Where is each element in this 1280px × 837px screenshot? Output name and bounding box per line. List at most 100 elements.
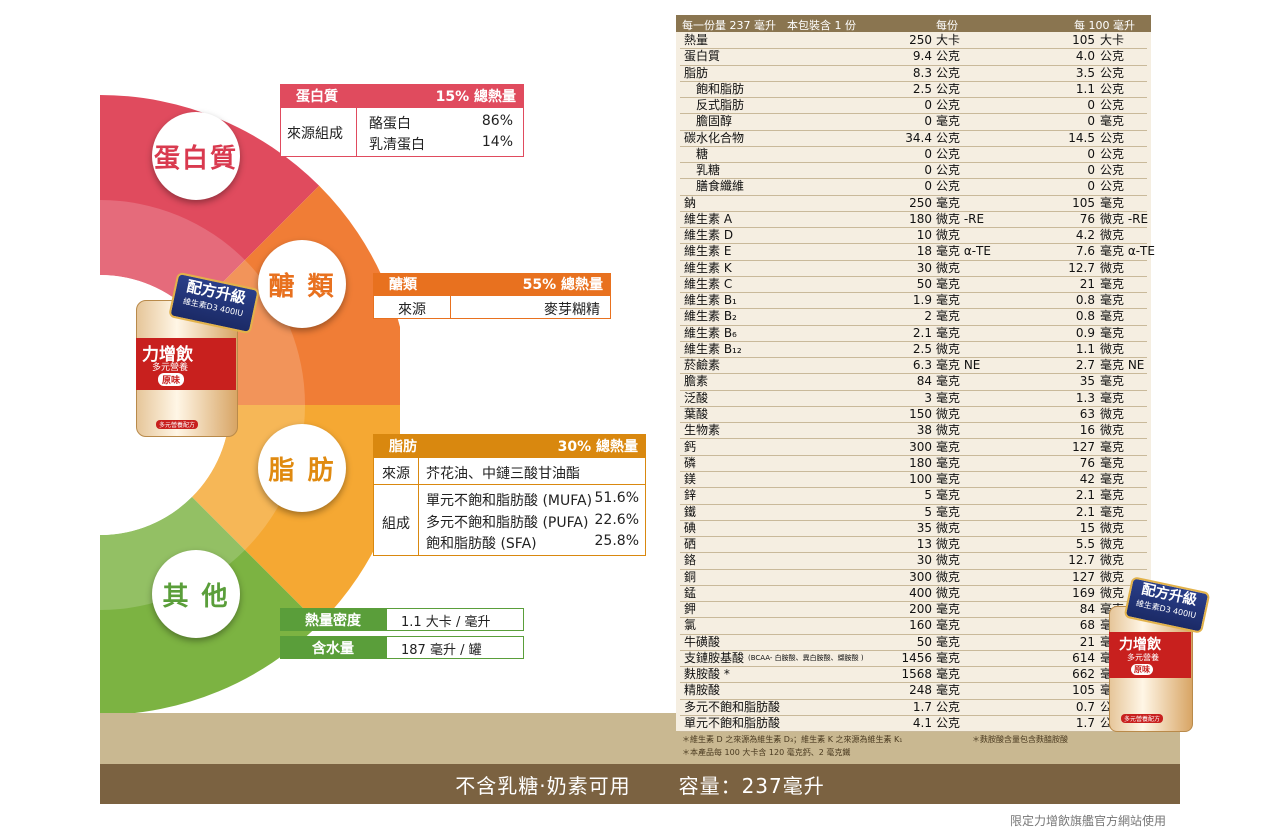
per-serving-value: 50 <box>916 634 932 649</box>
per-serving-value: 400 <box>909 585 932 600</box>
per-100ml-value: 105 <box>1072 683 1095 698</box>
subtitle-label: 多元營養 <box>1127 653 1159 662</box>
per-100ml-unit: 毫克 <box>1100 439 1125 454</box>
per-serving-unit: 大卡 <box>936 33 961 47</box>
per-100ml-value: 5.5 <box>1075 537 1095 552</box>
nutrition-row: 支鏈胺基酸(BCAA- 白胺酸、異白胺酸、纈胺酸 )1456毫克614毫克 <box>680 650 1147 668</box>
per-100ml-value: 0 <box>1087 114 1095 129</box>
per-100ml-value: 1.1 <box>1075 341 1095 356</box>
nutrient-name: 維生素 B₁ <box>684 293 737 308</box>
nutrition-row: 維生素 E 18 毫克 α-TE 7.6 毫克 α-TE <box>680 243 1155 261</box>
carbs-source-label: 來源 <box>398 302 426 318</box>
protein-source-box: 來源組成 酪蛋白 86% 乳清蛋白 14% <box>280 107 524 157</box>
per-serving-unit: 微克 <box>936 553 961 568</box>
per-100ml-value: 1.3 <box>1075 390 1095 405</box>
per-serving-unit: 微克 <box>936 520 961 535</box>
other-table: 熱量密度 1.1 大卡 / 毫升 含水量 187 毫升 / 罐 <box>280 608 524 662</box>
fat-source-label: 來源 <box>382 466 410 482</box>
per-serving-value: 10 <box>916 228 932 243</box>
per-100ml-unit: 公克 <box>1100 81 1125 96</box>
per-100ml-unit: 微克 -RE <box>1100 211 1149 226</box>
per-100ml-value: 105 <box>1072 195 1095 210</box>
per-100ml-unit: 毫克 <box>1100 195 1125 210</box>
per-serving-unit: 毫克 <box>936 667 961 682</box>
fat-header-value: 30% 總熱量 <box>557 438 638 455</box>
nutrition-row: 鉀200毫克84毫克 <box>680 601 1147 619</box>
nutrition-row: 銅 300 微克 127 微克 <box>680 569 1147 586</box>
per-serving-unit: 毫克 α-TE <box>936 244 991 259</box>
lactose-free-label: 不含乳糖‧奶素可用 <box>455 773 631 798</box>
per-100ml-unit: 毫克 <box>1100 114 1125 129</box>
nutrition-row: 錳 400 微克 169 微克 <box>680 585 1147 603</box>
nutrition-row: 膽固醇 0 毫克 0 毫克 <box>680 113 1147 131</box>
per-serving-unit: 毫克 <box>936 683 961 698</box>
per-100ml-unit: 公克 <box>1100 49 1125 64</box>
per-serving-unit: 公克 <box>936 699 961 714</box>
per-100ml-value: 127 <box>1072 569 1095 584</box>
other-row-value: 187 毫升 / 罐 <box>386 636 524 659</box>
nutrition-row: 飽和脂肪 2.5 公克 1.1 公克 <box>680 81 1147 99</box>
fat-comp-label: 組成 <box>382 516 410 532</box>
per-100ml-value: 2.1 <box>1075 504 1095 519</box>
per-serving-value: 180 <box>909 211 932 226</box>
per-serving-unit: 微克 <box>936 569 961 584</box>
nutrient-name: 磷 <box>684 455 697 470</box>
nutrient-name: 維生素 B₆ <box>684 325 737 340</box>
per-serving-value: 0 <box>924 179 932 194</box>
carbs-circle: 醣 類 <box>258 240 346 328</box>
per-serving-unit: 毫克 NE <box>936 358 981 373</box>
product-can-secondary: 力增飲 多元營養 原味 多元營養配方 配方升級 維生素D3 400IU <box>1097 576 1217 734</box>
per-serving-value: 300 <box>909 439 932 454</box>
per-serving-value: 248 <box>909 683 932 698</box>
fat-circle-label: 脂 肪 <box>268 455 336 486</box>
per-100ml-unit: 微克 <box>1100 260 1125 275</box>
per-serving-value: 100 <box>909 472 932 487</box>
water-content-value: 187 毫升 / 罐 <box>401 643 482 658</box>
carbs-header: 醣類 55% 總熱量 <box>373 273 611 295</box>
protein-item-name: 酪蛋白 <box>369 116 411 132</box>
per-serving-value: 30 <box>916 260 932 275</box>
per-serving-unit: 微克 <box>936 406 961 421</box>
per-serving-unit: 微克 <box>936 341 961 356</box>
nutrient-name: 鈣 <box>684 439 697 454</box>
per-100ml-value: 169 <box>1072 585 1095 600</box>
per-serving-unit: 微克 <box>936 585 961 600</box>
nutrient-name: 鎂 <box>684 472 697 487</box>
per-serving-value: 38 <box>916 423 932 438</box>
per-serving-header: 每份 <box>936 19 958 32</box>
per-100ml-value: 14.5 <box>1068 130 1095 145</box>
per-100ml-unit: 公克 <box>1100 179 1125 194</box>
per-serving-unit: 公克 <box>936 98 961 113</box>
per-serving-value: 1568 <box>901 667 932 682</box>
nutrient-name: 錳 <box>684 585 697 600</box>
nutrient-name: 脂肪 <box>684 65 709 80</box>
per-100ml-value: 0.9 <box>1075 325 1095 340</box>
protein-circle-label: 蛋白質 <box>153 143 238 174</box>
per-serving-value: 5 <box>924 488 932 503</box>
nutrient-name: 維生素 C <box>684 276 733 291</box>
nutrient-name: 維生素 B₂ <box>684 309 737 324</box>
per-serving-value: 0 <box>924 114 932 129</box>
per-100ml-value: 3.5 <box>1075 65 1095 80</box>
nutrition-row: 糖 0 公克 0 公克 <box>680 146 1147 164</box>
per-100ml-value: 68 <box>1079 618 1095 633</box>
nutrient-name: 維生素 K <box>684 260 732 275</box>
per-100ml-value: 16 <box>1079 423 1095 438</box>
per-serving-value: 1.7 <box>912 699 932 714</box>
per-serving-value: 50 <box>916 276 932 291</box>
nutrient-name: 硒 <box>684 537 697 552</box>
nutrition-row: 精胺酸248毫克105毫克 <box>680 682 1147 700</box>
nutrient-name: 維生素 A <box>684 211 733 226</box>
protein-header-value: 15% 總熱量 <box>435 88 516 105</box>
per-100ml-value: 63 <box>1079 406 1095 421</box>
per-100ml-header: 每 100 毫升 <box>1074 19 1135 32</box>
per-serving-value: 2.1 <box>912 325 932 340</box>
per-100ml-unit: 大卡 <box>1100 33 1125 47</box>
per-serving-value: 18 <box>916 244 932 259</box>
per-100ml-unit: 毫克 <box>1100 472 1125 487</box>
fat-circle: 脂 肪 <box>258 424 346 512</box>
nutrient-name: 糖 <box>684 146 709 161</box>
per-100ml-unit: 微克 <box>1100 569 1125 584</box>
